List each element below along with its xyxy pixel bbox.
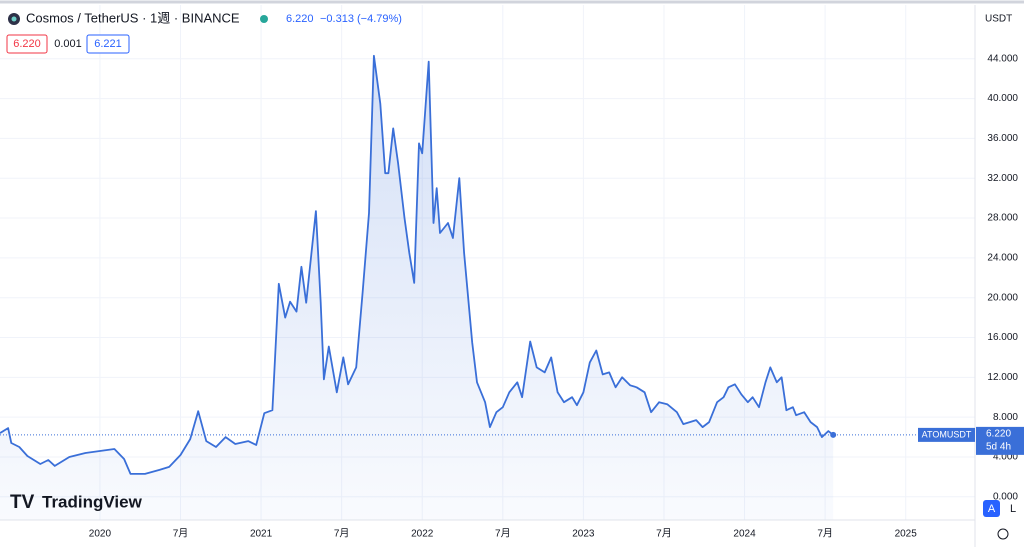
x-tick-label: 7月 [656,528,672,540]
y-tick-label: 28.000 [987,213,1018,224]
y-tick-label: 12.000 [987,372,1018,383]
countdown: 5d 4h [986,442,1011,453]
quote-bid: 6.220 [13,38,41,50]
plot [0,54,975,521]
y-tick-label: 32.000 [987,173,1018,184]
logo-mark: TV [10,492,35,513]
settings-button[interactable] [997,528,1009,540]
price-tag [976,426,1024,455]
x-tick-label: 7月 [173,528,189,540]
auto-scale-button[interactable] [983,500,1000,517]
logo[interactable]: TradingView [42,492,143,511]
y-tick-label: 36.000 [987,133,1018,144]
x-tick-label: 7月 [495,528,511,540]
y-tick-label: 40.000 [987,93,1018,104]
log-scale-label[interactable]: L [1010,503,1016,515]
y-tick-label: 44.000 [987,53,1018,64]
x-tick-label: 2021 [250,529,273,540]
price-tag-label: 6.220 [986,429,1011,440]
last-point [830,431,837,438]
y-tick-label: 8.000 [993,412,1018,423]
y-tick-label: 24.000 [987,253,1018,264]
price: 6.220 [286,13,314,25]
symbol-icon-dot [11,16,17,22]
quote-box [86,34,130,54]
y-tick-label: 20.000 [987,292,1018,303]
price-change: −0.313 (−4.79%) [320,13,402,25]
auto-scale-label[interactable]: A [988,503,996,515]
y-tick-label: 4.000 [993,452,1018,463]
series-name: ATOMUSDT [922,429,972,439]
quote-spread: 0.001 [54,38,82,50]
line [0,54,834,475]
market-status [260,15,268,23]
x-tick-label: 2022 [411,529,434,540]
x-tick-label: 7月 [817,528,833,540]
area [0,55,834,521]
x-tick-label: 2020 [89,529,112,540]
symbol-title[interactable]: Cosmos / TetherUS · 1週 · BINANCE [26,10,240,25]
quote-box [6,34,48,54]
y-tick-label: 16.000 [987,332,1018,343]
quote-ask: 6.221 [94,38,122,50]
currency-selector[interactable]: USDT [985,14,1012,25]
axes: 0.000 4.000 8.000 12.000 16.000 20.000 24.000 2… [89,53,1024,540]
x-tick-label: 2023 [572,529,595,540]
y-tick-label: 0.000 [993,491,1018,502]
x-tick-label: 7月 [334,528,350,540]
x-tick-label: 2025 [895,529,918,540]
x-tick-label: 2024 [733,529,756,540]
series-tag [918,427,975,442]
